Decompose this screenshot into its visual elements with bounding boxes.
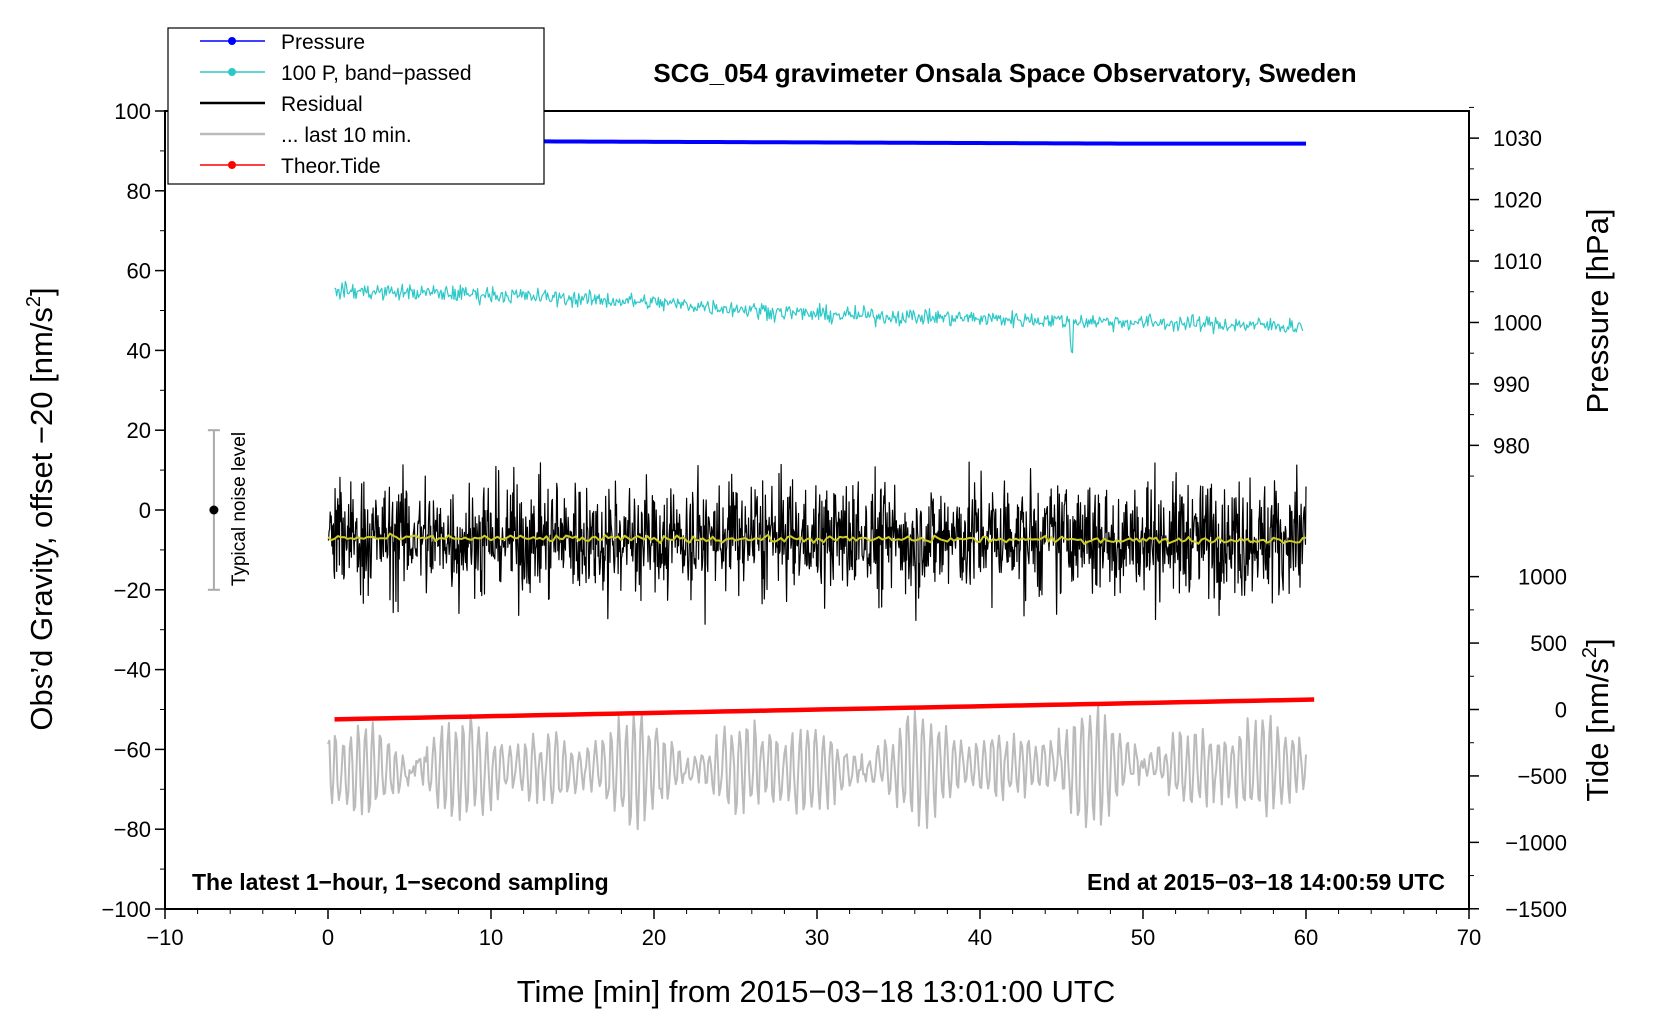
x-axis: −10 0 10 20 30 40 50 60 70 [146, 909, 1481, 950]
x-axis-label: Time [min] from 2015−03−18 13:01:00 UTC [517, 974, 1116, 1009]
y-left-tick-label: −40 [114, 658, 151, 683]
y-left-tick-label: 80 [127, 179, 151, 204]
series-band-passed [334, 280, 1304, 354]
chart-title: SCG_054 gravimeter Onsala Space Observat… [653, 58, 1356, 88]
y-left-tick-label: 60 [127, 259, 151, 284]
pressure-tick-label: 1020 [1493, 188, 1542, 213]
x-tick-label: 50 [1131, 925, 1155, 950]
tide-tick-label: 0 [1555, 698, 1567, 723]
pressure-tick-label: 990 [1493, 372, 1530, 397]
legend-label: Theor.Tide [281, 155, 381, 178]
y-left-tick-label: −20 [114, 578, 151, 603]
x-tick-label: 0 [322, 925, 334, 950]
x-tick-label: 30 [805, 925, 829, 950]
y-left-tick-label: −60 [114, 737, 151, 762]
x-tick-label: 40 [968, 925, 992, 950]
x-tick-label: 10 [479, 925, 503, 950]
x-tick-label: 20 [642, 925, 666, 950]
series-theor-tide [334, 697, 1315, 722]
y-axis-left: 100 80 60 40 20 0 −20 −40 −60 −80 −100 [101, 99, 165, 922]
pressure-tick-label: 1010 [1493, 249, 1542, 274]
noise-bar [207, 429, 220, 591]
legend-marker [228, 68, 236, 76]
legend-label: Pressure [281, 31, 365, 54]
tide-tick-label: 500 [1530, 631, 1567, 656]
legend-label: ... last 10 min. [281, 124, 412, 147]
series-residual-smoothed [327, 532, 1307, 545]
pressure-tick-label: 980 [1493, 433, 1530, 458]
y-left-tick-label: 20 [127, 418, 151, 443]
y-axis-left-label: Obs’d Gravity, offset −20 [nm/s2] [23, 287, 59, 730]
y-left-tick-label: −80 [114, 817, 151, 842]
y-axis-tide-label: Tide [nm/s2] [1579, 638, 1615, 801]
tide-tick-label: −1500 [1505, 897, 1567, 922]
y-left-tick-label: 0 [139, 498, 151, 523]
x-tick-label: 70 [1457, 925, 1481, 950]
legend-marker [228, 37, 236, 45]
legend: Pressure 100 P, band−passed Residual ... la… [167, 27, 545, 185]
series-layer [327, 139, 1315, 831]
noise-bar-label: Typical noise level [229, 432, 250, 586]
tide-tick-label: 1000 [1518, 565, 1567, 590]
y-axis-pressure-label: Pressure [hPa] [1580, 208, 1615, 413]
annotation-sampling: The latest 1−hour, 1−second sampling [192, 869, 609, 895]
series-last-10-min [327, 702, 1307, 831]
tide-tick-label: −1000 [1505, 830, 1567, 855]
legend-box [167, 27, 545, 185]
legend-label: Residual [281, 93, 363, 116]
noise-bar-center [209, 505, 219, 515]
y-axis-right: 1030 1020 1010 1000 990 980 1000 500 0 −500 −1000 −… [1469, 106, 1567, 922]
legend-label: 100 P, band−passed [281, 62, 472, 85]
y-left-tick-label: 40 [127, 338, 151, 363]
pressure-tick-label: 1000 [1493, 310, 1542, 335]
legend-marker [228, 161, 236, 169]
y-left-tick-label: 100 [114, 99, 151, 124]
x-tick-label: −10 [146, 925, 183, 950]
annotation-end-time: End at 2015−03−18 14:00:59 UTC [1087, 869, 1445, 895]
y-left-tick-label: −100 [101, 897, 151, 922]
series-residual [327, 461, 1307, 625]
x-tick-label: 60 [1294, 925, 1318, 950]
pressure-tick-label: 1030 [1493, 126, 1542, 151]
tide-tick-label: −500 [1517, 764, 1567, 789]
